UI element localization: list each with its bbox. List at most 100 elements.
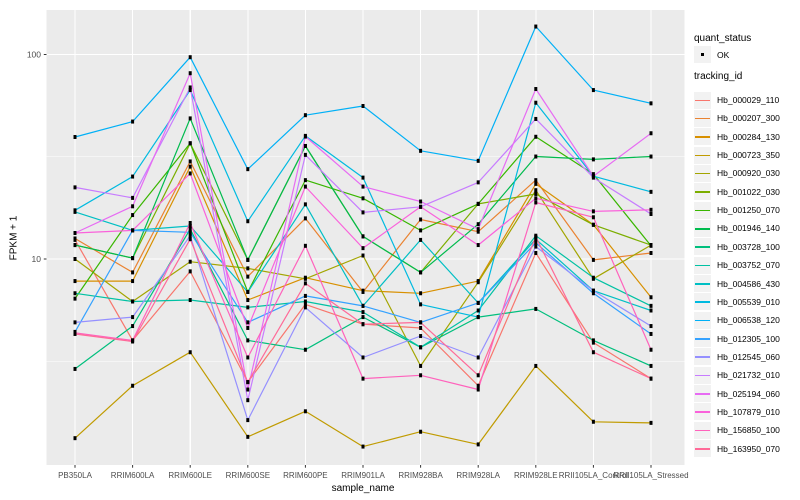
legend-key-line-icon xyxy=(694,275,711,292)
data-point xyxy=(476,442,480,447)
data-point xyxy=(534,100,538,105)
legend-key-line-icon xyxy=(694,293,711,311)
legend-item-Hb_012305_100: Hb_012305_100 xyxy=(694,330,780,348)
data-point xyxy=(476,243,480,248)
data-point xyxy=(361,322,365,327)
data-point xyxy=(476,308,480,313)
data-point xyxy=(534,196,538,201)
data-point xyxy=(188,171,192,176)
legend-item-label: Hb_003728_100 xyxy=(717,241,780,252)
legend-item-ok: OK xyxy=(694,46,729,63)
data-point xyxy=(649,295,653,300)
data-point xyxy=(188,88,192,93)
data-point xyxy=(419,291,423,296)
legend-item-label: Hb_001250_070 xyxy=(717,205,780,216)
x-tick-label: RRIM928LA xyxy=(456,471,500,480)
data-point xyxy=(361,103,365,108)
data-point xyxy=(303,178,307,183)
data-point xyxy=(534,250,538,255)
data-point xyxy=(649,324,653,329)
data-point xyxy=(361,184,365,189)
data-point xyxy=(591,275,595,280)
data-point xyxy=(649,207,653,212)
legend-item-Hb_000029_110: Hb_000029_110 xyxy=(694,91,779,109)
data-point xyxy=(131,315,135,320)
legend-key-line-icon xyxy=(694,421,711,439)
legend-item-Hb_001946_140: Hb_001946_140 xyxy=(694,219,780,237)
data-point xyxy=(246,320,250,325)
legend-key-line-icon xyxy=(694,109,711,127)
data-point xyxy=(246,274,250,279)
y-axis-title: FPKM + 1 xyxy=(8,215,20,261)
data-point xyxy=(73,366,77,371)
data-point xyxy=(303,143,307,148)
data-point xyxy=(303,347,307,352)
data-point xyxy=(188,141,192,146)
legend-item-label: Hb_021732_010 xyxy=(717,370,780,381)
data-point xyxy=(131,119,135,124)
data-point xyxy=(188,220,192,225)
data-point xyxy=(534,178,538,183)
data-point xyxy=(303,276,307,281)
data-point xyxy=(131,299,135,304)
data-point xyxy=(534,154,538,159)
data-point xyxy=(534,306,538,311)
data-point xyxy=(534,240,538,245)
y-tick-label: 100 xyxy=(27,49,41,59)
data-point xyxy=(649,189,653,194)
data-point xyxy=(591,288,595,293)
data-point xyxy=(534,363,538,368)
data-point xyxy=(649,303,653,308)
data-point xyxy=(246,355,250,360)
data-point xyxy=(246,325,250,330)
data-point xyxy=(534,188,538,193)
legend-item-label: Hb_000207_300 xyxy=(717,113,780,124)
data-point xyxy=(246,380,250,385)
data-point xyxy=(73,257,77,261)
data-point xyxy=(131,279,135,284)
data-point xyxy=(361,310,365,315)
data-point xyxy=(649,154,653,159)
legend-key-line-icon xyxy=(694,385,711,403)
legend-item-label: Hb_000723_350 xyxy=(717,150,780,161)
legend-item-Hb_005539_010: Hb_005539_010 xyxy=(694,293,780,311)
legend-item-Hb_000207_300: Hb_000207_300 xyxy=(694,109,780,127)
data-point xyxy=(246,338,250,343)
data-point xyxy=(649,308,653,313)
data-point xyxy=(303,216,307,221)
data-point xyxy=(303,281,307,286)
data-point xyxy=(73,320,77,325)
data-point xyxy=(476,387,480,392)
data-point xyxy=(303,305,307,310)
data-point xyxy=(246,266,250,271)
data-point xyxy=(591,215,595,220)
data-point xyxy=(591,340,595,345)
legend-item-Hb_001250_070: Hb_001250_070 xyxy=(694,201,780,219)
legend-item-Hb_000723_350: Hb_000723_350 xyxy=(694,146,780,164)
legend-item-label: Hb_025194_060 xyxy=(717,388,780,399)
data-point xyxy=(131,256,135,261)
legend-key-line-icon xyxy=(694,146,711,164)
data-point xyxy=(361,175,365,180)
data-point xyxy=(73,134,77,139)
legend-key-line-icon xyxy=(694,403,711,421)
legend-title-quant-status: quant_status xyxy=(694,33,752,44)
data-point xyxy=(591,257,595,262)
x-axis-title: sample_name xyxy=(331,483,395,494)
data-point xyxy=(188,269,192,274)
data-point xyxy=(188,116,192,121)
data-point xyxy=(361,196,365,201)
data-point xyxy=(246,387,250,392)
data-point xyxy=(131,339,135,344)
legend-item-label: Hb_005539_010 xyxy=(717,296,780,307)
x-tick-label: RRIM600SE xyxy=(226,471,270,480)
data-point xyxy=(303,293,307,298)
data-point xyxy=(246,289,250,294)
legend-item-label: Hb_006538_120 xyxy=(717,315,780,326)
data-point xyxy=(73,279,77,284)
data-point xyxy=(246,257,250,262)
legend-item-label: Hb_012305_100 xyxy=(717,333,780,344)
data-point xyxy=(534,244,538,249)
x-tick-label: RRII105LA_Control xyxy=(559,471,629,480)
data-point xyxy=(591,209,595,214)
